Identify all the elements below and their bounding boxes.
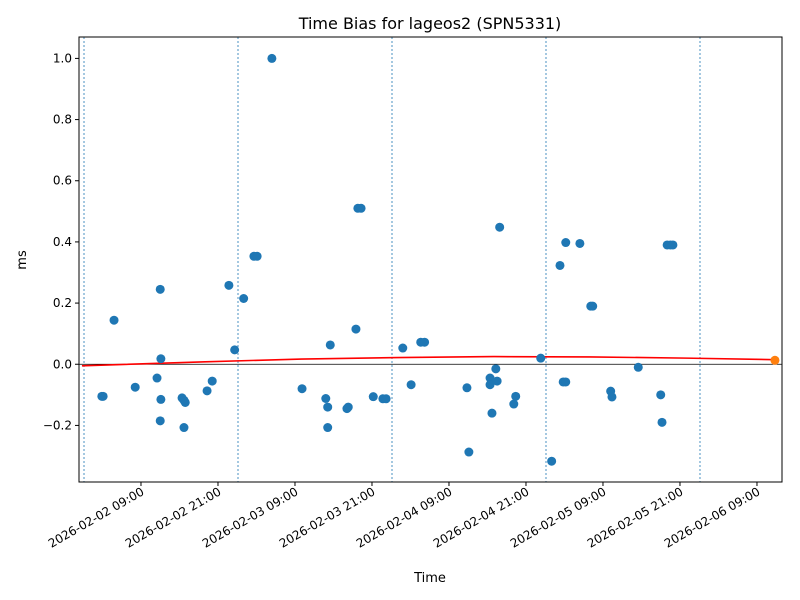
data-point <box>325 340 335 350</box>
data-point <box>561 238 571 248</box>
data-point <box>155 284 165 294</box>
chart-title: Time Bias for lageos2 (SPN5331) <box>298 14 562 33</box>
data-point <box>487 408 497 418</box>
data-point <box>381 394 391 404</box>
data-point <box>368 392 378 402</box>
data-point <box>323 402 333 412</box>
data-point <box>179 395 189 405</box>
x-axis-label: Time <box>413 571 446 586</box>
data-point <box>485 380 495 390</box>
y-tick-label: 0.0 <box>53 357 72 371</box>
data-point <box>656 390 666 400</box>
data-point <box>351 324 361 334</box>
data-point <box>130 382 140 392</box>
data-point <box>511 391 521 401</box>
y-axis-label: ms <box>15 250 30 270</box>
fit-line <box>81 355 775 367</box>
data-point <box>239 293 249 303</box>
y-tick-label: 1.0 <box>53 51 72 65</box>
data-point <box>343 402 353 412</box>
data-point <box>588 301 598 311</box>
data-point <box>464 447 474 457</box>
data-point <box>491 364 501 374</box>
data-point <box>406 380 416 390</box>
data-point <box>230 345 240 355</box>
data-point <box>668 240 678 250</box>
data-point <box>155 416 165 426</box>
data-point <box>152 373 162 383</box>
data-point <box>156 354 166 364</box>
y-tick-label: 0.2 <box>53 296 72 310</box>
data-point <box>179 423 189 433</box>
latest-data-point <box>770 355 780 365</box>
y-tick-label: 0.6 <box>53 174 72 188</box>
data-point <box>224 280 234 290</box>
data-point <box>398 343 408 353</box>
data-point <box>509 399 519 409</box>
axes-frame <box>78 36 783 483</box>
data-point <box>607 392 617 402</box>
data-point <box>575 238 585 248</box>
data-point <box>462 383 472 393</box>
data-point <box>536 353 546 363</box>
data-point <box>356 203 366 213</box>
data-point <box>495 222 505 232</box>
data-point <box>109 315 119 325</box>
data-point <box>267 53 277 63</box>
data-point <box>207 376 217 386</box>
data-point <box>156 394 166 404</box>
data-point <box>657 417 667 427</box>
data-point <box>561 377 571 387</box>
data-point <box>485 373 495 383</box>
data-point <box>555 260 565 270</box>
data-point <box>323 423 333 433</box>
data-point <box>492 376 502 386</box>
data-point <box>633 362 643 372</box>
data-point <box>98 391 108 401</box>
data-point <box>297 384 307 394</box>
data-point <box>252 251 262 261</box>
y-tick-label: 0.4 <box>53 235 72 249</box>
y-tick-label: 0.8 <box>53 113 72 127</box>
data-point <box>547 456 557 466</box>
y-tick-label: −0.2 <box>43 418 72 432</box>
data-point <box>321 394 331 404</box>
data-point <box>420 337 430 347</box>
data-point <box>202 386 212 396</box>
